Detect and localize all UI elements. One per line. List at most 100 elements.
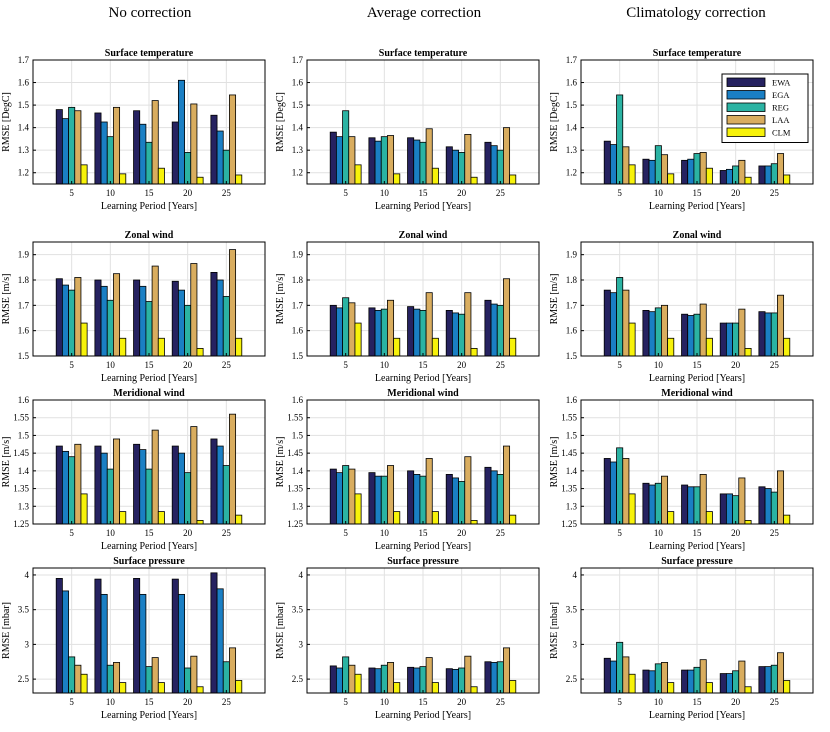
bar-clm-5 (628, 164, 636, 185)
bar-reg-5 (342, 465, 350, 525)
bar-ewa-15 (681, 313, 689, 357)
bar-reg-25 (496, 149, 504, 185)
bar-clm-15 (157, 337, 165, 357)
y-tick-label: 1.5 (18, 430, 30, 440)
x-tick-label: 15 (419, 360, 429, 370)
y-tick-label: 1.5 (566, 430, 578, 440)
bar-laa-25 (229, 249, 237, 357)
bar-laa-20 (190, 655, 198, 694)
y-tick-label: 2.5 (18, 674, 30, 684)
y-tick-label: 1.7 (18, 55, 30, 65)
x-tick-label: 25 (770, 528, 780, 538)
bar-reg-25 (496, 304, 504, 357)
x-tick-label: 10 (654, 697, 664, 707)
y-tick-label: 1.35 (13, 484, 29, 494)
y-tick-label: 1.6 (18, 78, 30, 88)
bar-reg-10 (654, 482, 662, 525)
y-tick-label: 1.6 (18, 326, 30, 336)
bar-ega-25 (764, 666, 772, 694)
bar-ega-25 (216, 130, 224, 185)
bar-ewa-5 (55, 278, 63, 357)
bar-reg-5 (342, 297, 350, 357)
bar-laa-25 (777, 153, 785, 185)
x-axis-label: Learning Period [Years] (101, 201, 197, 212)
bar-ewa-15 (133, 578, 141, 694)
bar-reg-10 (106, 136, 114, 185)
bar-ewa-10 (94, 578, 102, 694)
bar-ega-20 (451, 477, 459, 525)
bar-laa-10 (387, 465, 395, 525)
bar-laa-5 (348, 664, 356, 694)
y-tick-label: 1.4 (566, 466, 578, 476)
bar-laa-20 (464, 292, 472, 357)
y-tick-label: 1.3 (18, 145, 30, 155)
bar-ega-25 (216, 279, 224, 357)
bar-reg-20 (184, 304, 192, 357)
bar-clm-20 (744, 347, 752, 357)
bar-laa-5 (622, 458, 630, 525)
bar-clm-25 (783, 680, 791, 694)
bar-reg-15 (693, 666, 701, 694)
bar-ewa-25 (484, 466, 492, 525)
bar-ega-15 (687, 669, 695, 694)
x-tick-label: 5 (69, 188, 74, 198)
x-tick-label: 5 (69, 360, 74, 370)
bar-ewa-20 (445, 473, 453, 525)
bar-ewa-20 (171, 445, 179, 525)
chart-no-correction-meridional-wind: 5 10 15 20 25 1.25 1.3 1.35 1.4 1.45 1.5 1.55 1.6 Mer… (1, 388, 266, 552)
x-tick-label: 15 (419, 697, 429, 707)
y-tick-label: 1.4 (566, 123, 578, 133)
bar-clm-5 (628, 673, 636, 694)
y-tick-label: 1.5 (18, 351, 30, 361)
bar-ega-25 (490, 662, 498, 694)
x-tick-label: 25 (222, 360, 232, 370)
bar-reg-10 (380, 136, 388, 185)
bar-laa-20 (190, 263, 198, 357)
bar-ewa-25 (484, 299, 492, 357)
bar-laa-10 (113, 438, 121, 525)
chart-title: Surface temperature (379, 48, 468, 59)
bar-reg-10 (106, 468, 114, 525)
bar-ewa-5 (329, 304, 337, 357)
bar-clm-25 (783, 337, 791, 357)
bar-clm-15 (705, 337, 713, 357)
bar-laa-25 (229, 94, 237, 185)
bar-ewa-25 (210, 271, 218, 357)
bar-ewa-10 (642, 669, 650, 694)
bar-laa-20 (738, 477, 746, 525)
bar-clm-20 (744, 520, 752, 525)
bar-laa-20 (464, 133, 472, 185)
chart-average-correction-zonal-wind: 5 10 15 20 25 1.5 1.6 1.7 1.8 1.9 Zonal wind Learni… (275, 230, 540, 384)
x-tick-label: 10 (654, 360, 664, 370)
x-tick-label: 5 (343, 188, 348, 198)
legend-label-laa: LAA (772, 115, 790, 125)
y-tick-label: 1.3 (566, 501, 578, 511)
y-tick-label: 4 (299, 570, 304, 580)
bar-ewa-25 (484, 661, 492, 694)
bar-reg-10 (106, 664, 114, 694)
bar-ega-10 (100, 593, 108, 694)
bar-ega-10 (648, 159, 656, 185)
x-tick-label: 20 (183, 360, 193, 370)
y-tick-label: 1.7 (292, 55, 304, 65)
bar-reg-10 (106, 299, 114, 357)
bar-laa-5 (74, 110, 82, 185)
bar-clm-10 (119, 682, 127, 694)
bar-laa-10 (113, 273, 121, 357)
chart-title: Surface pressure (661, 556, 733, 567)
bar-laa-10 (661, 154, 669, 185)
bar-laa-15 (425, 458, 433, 525)
bar-ewa-5 (603, 289, 611, 357)
bar-ega-10 (374, 668, 382, 694)
bar-reg-10 (380, 664, 388, 694)
bar-reg-15 (145, 666, 153, 694)
x-axis-label: Learning Period [Years] (101, 373, 197, 384)
bar-ega-5 (335, 472, 343, 525)
bar-clm-10 (667, 337, 675, 357)
bar-reg-20 (184, 152, 192, 185)
x-tick-label: 25 (770, 697, 780, 707)
bar-ega-15 (687, 486, 695, 525)
bar-laa-25 (503, 278, 511, 357)
bar-clm-5 (354, 673, 362, 694)
x-axis-label: Learning Period [Years] (649, 541, 745, 552)
